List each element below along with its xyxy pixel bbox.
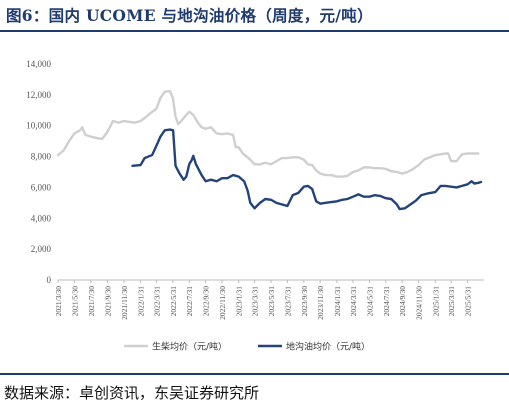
- x-tick-label: 2024/7/31: [382, 286, 391, 317]
- source-rule: [0, 373, 509, 375]
- y-tick-label: 0: [47, 275, 52, 285]
- y-tick-label: 4,000: [31, 213, 52, 223]
- x-tick-label: 2023/5/31: [267, 286, 276, 317]
- x-tick-label: 2021/3/30: [54, 286, 63, 317]
- y-tick-label: 14,000: [26, 59, 51, 69]
- x-tick-label: 2023/1/31: [235, 286, 244, 317]
- legend-label-waste-oil: 地沟油均价（元/吨）: [286, 341, 370, 353]
- x-tick-label: 2025/1/31: [431, 286, 440, 317]
- series-layer: [56, 89, 483, 211]
- figure-title: 图6：国内 UCOME 与地沟油价格（周度，元/吨）: [6, 6, 373, 25]
- x-axis-ticks: 2021/3/30 2021/5/30 2021/7/30 2021/9/30 2021…: [54, 280, 473, 320]
- data-source-note: 数据来源：卓创资讯，东吴证券研究所: [4, 384, 260, 402]
- x-tick-label: 2022/1/31: [137, 286, 146, 317]
- y-axis-ticks: 0 2,000 4,000 6,000 8,000 10,000 12,000 14,000: [26, 59, 51, 285]
- x-tick-label: 2021/9/30: [103, 286, 112, 317]
- x-tick-label: 2022/5/31: [169, 286, 178, 317]
- x-tick-label: 2024/1/31: [333, 286, 342, 317]
- x-tick-label: 2022/9/30: [202, 286, 211, 317]
- x-tick-label: 2025/3/31: [447, 286, 456, 317]
- x-tick-label: 2022/3/31: [152, 286, 161, 317]
- legend-label-biodiesel: 生柴均价（元/吨）: [152, 341, 227, 353]
- x-tick-label: 2024/3/31: [349, 286, 358, 317]
- biodiesel-price-line: [56, 89, 480, 178]
- x-tick-label: 2021/7/30: [87, 286, 96, 317]
- x-tick-label: 2025/5/31: [464, 286, 473, 317]
- x-tick-label: 2023/9/30: [300, 286, 309, 317]
- y-tick-label: 8,000: [31, 152, 52, 162]
- y-tick-label: 12,000: [26, 90, 51, 100]
- x-tick-label: 2022/11/30: [218, 286, 227, 320]
- x-tick-label: 2023/11/30: [316, 286, 325, 320]
- x-tick-label: 2024/9/30: [398, 286, 407, 317]
- waste-oil-price-line: [131, 128, 483, 211]
- x-tick-label: 2024/5/31: [365, 286, 374, 317]
- y-tick-label: 10,000: [26, 121, 51, 131]
- y-tick-label: 6,000: [31, 182, 52, 192]
- title-rule: [0, 30, 509, 32]
- x-tick-label: 2023/3/31: [251, 286, 260, 317]
- legend: 生柴均价（元/吨） 地沟油均价（元/吨）: [124, 341, 370, 353]
- x-tick-label: 2023/7/31: [283, 286, 292, 317]
- x-tick-label: 2021/11/30: [120, 286, 129, 320]
- x-tick-label: 2022/7/31: [185, 286, 194, 317]
- x-tick-label: 2024/11/30: [415, 286, 424, 320]
- x-tick-label: 2021/5/30: [70, 286, 79, 317]
- line-chart: 02,0004,0006,0008,00010,00012,00014,000 …: [26, 59, 484, 353]
- y-tick-label: 2,000: [31, 244, 52, 254]
